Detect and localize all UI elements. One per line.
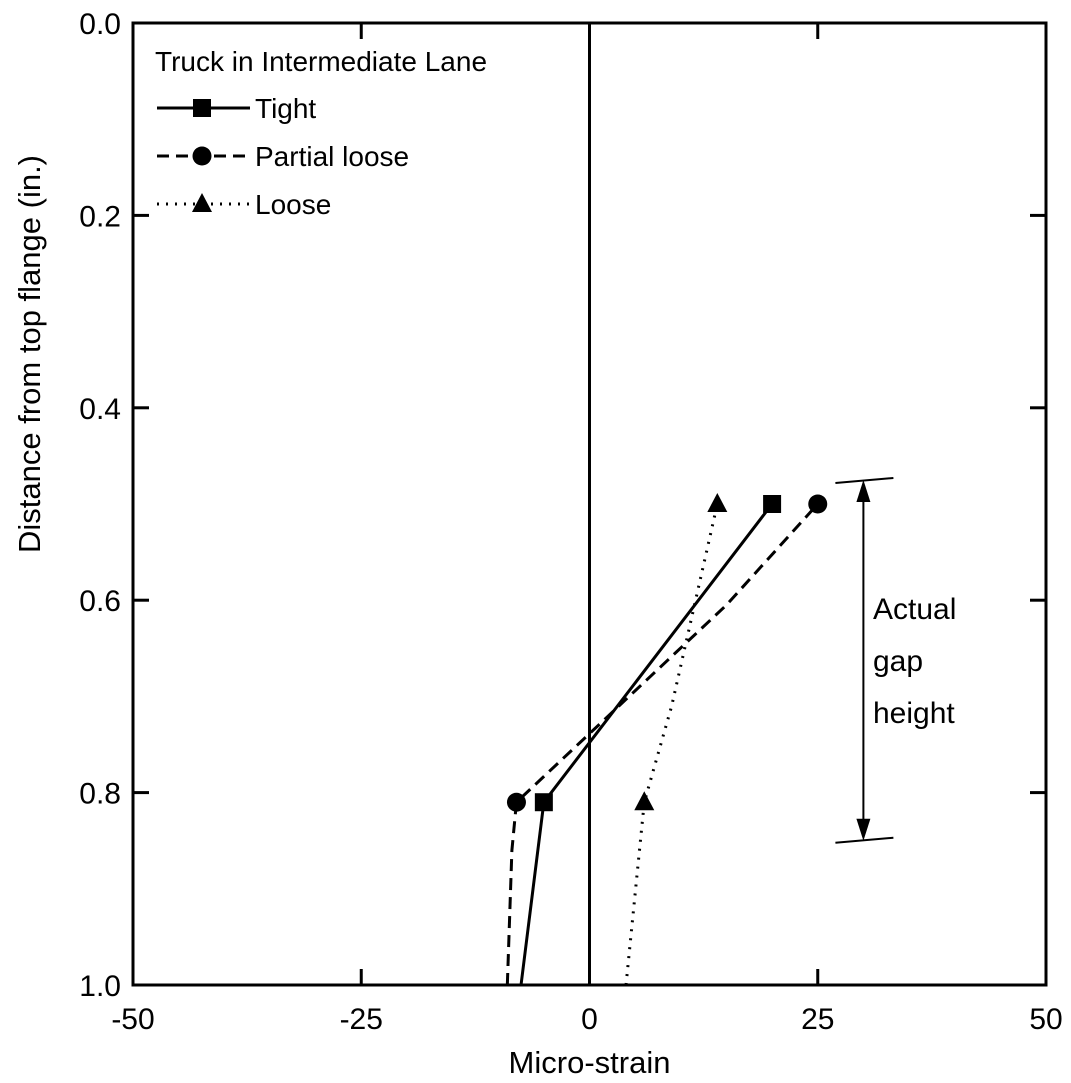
x-axis-ticks: -50 -25 0 25 50 xyxy=(111,23,1063,1036)
legend-label: Loose xyxy=(255,189,331,220)
series-partial-loose xyxy=(505,494,828,986)
gap-annotation-text: Actual xyxy=(873,593,956,626)
series-line-partial-loose xyxy=(505,502,819,986)
y-axis-ticks: 0.0 0.2 0.4 0.6 0.8 1.0 xyxy=(79,8,1046,1003)
legend-swatch-marker xyxy=(192,193,212,212)
x-tick-label: 25 xyxy=(801,1003,834,1036)
series-tight xyxy=(519,495,782,986)
gap-top-marker xyxy=(835,476,894,484)
data-point-tight xyxy=(763,495,782,513)
legend-title: Truck in Intermediate Lane xyxy=(155,46,487,77)
gap-annotation-text: gap xyxy=(873,645,923,678)
data-point-partial-loose xyxy=(808,494,828,514)
legend-entry-loose: Loose xyxy=(157,189,331,220)
gap-arrowhead-up xyxy=(856,479,871,502)
data-point-tight xyxy=(534,793,553,812)
gap-annotation-text: height xyxy=(873,697,955,730)
x-tick-label: -25 xyxy=(340,1003,383,1036)
data-point-loose xyxy=(634,791,655,811)
legend-label: Partial loose xyxy=(255,141,409,172)
legend-swatch-marker xyxy=(192,146,212,166)
x-tick-label: -50 xyxy=(111,1003,154,1036)
gap-height-annotation: Actual gap height xyxy=(835,476,956,844)
data-point-loose xyxy=(707,493,728,512)
y-tick-label: 1.0 xyxy=(79,970,121,1003)
legend: Truck in Intermediate Lane Tight Partial … xyxy=(155,46,487,220)
x-axis-title: Micro-strain xyxy=(509,1045,671,1080)
y-tick-label: 0.4 xyxy=(79,393,121,426)
legend-label: Tight xyxy=(255,93,316,124)
y-tick-label: 0.0 xyxy=(79,8,121,41)
y-tick-label: 0.8 xyxy=(79,778,121,811)
gap-bottom-marker xyxy=(835,836,894,844)
plot-content xyxy=(505,23,828,986)
x-tick-label: 50 xyxy=(1029,1003,1062,1036)
y-tick-label: 0.2 xyxy=(79,200,121,233)
x-tick-label: 0 xyxy=(581,1003,598,1036)
series-loose xyxy=(624,493,728,986)
y-tick-label: 0.6 xyxy=(79,585,121,618)
gap-arrowhead-down xyxy=(856,818,871,841)
legend-swatch-marker xyxy=(193,99,211,117)
data-point-partial-loose xyxy=(506,792,526,812)
y-axis-title: Distance from top flange (in.) xyxy=(12,155,47,553)
series-line-loose xyxy=(624,503,719,986)
legend-entry-partial-loose: Partial loose xyxy=(157,141,409,172)
legend-entry-tight: Tight xyxy=(157,93,316,124)
